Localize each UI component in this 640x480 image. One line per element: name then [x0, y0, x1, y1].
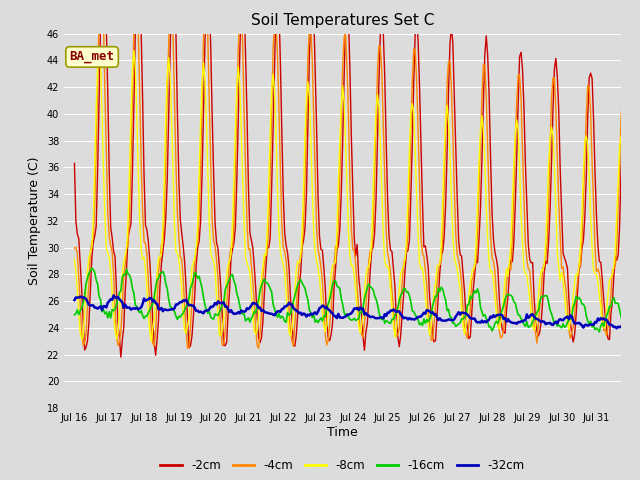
-8cm	[108, 288, 116, 294]
-4cm	[255, 346, 262, 351]
-4cm	[108, 249, 116, 255]
-2cm	[108, 235, 116, 240]
-32cm	[625, 323, 632, 328]
-8cm	[625, 266, 632, 272]
-16cm	[91, 270, 99, 276]
-32cm	[109, 292, 117, 298]
-32cm	[468, 316, 476, 322]
-2cm	[117, 354, 125, 360]
-8cm	[70, 257, 78, 263]
-16cm	[626, 324, 634, 329]
-2cm	[626, 174, 634, 180]
-16cm	[358, 310, 365, 315]
-16cm	[108, 307, 116, 312]
-32cm	[613, 325, 621, 331]
-16cm	[625, 328, 632, 334]
-8cm	[95, 46, 103, 52]
-4cm	[469, 275, 477, 280]
-8cm	[552, 204, 559, 210]
-32cm	[550, 320, 558, 326]
-8cm	[626, 272, 634, 277]
Legend: -2cm, -4cm, -8cm, -16cm, -32cm: -2cm, -4cm, -8cm, -16cm, -32cm	[156, 455, 529, 477]
-16cm	[595, 329, 603, 335]
Text: BA_met: BA_met	[70, 50, 115, 63]
-8cm	[147, 338, 155, 344]
-8cm	[469, 265, 477, 271]
-2cm	[70, 160, 78, 166]
Line: -8cm: -8cm	[74, 49, 630, 341]
-16cm	[468, 296, 476, 301]
-2cm	[552, 56, 559, 61]
-4cm	[626, 244, 634, 250]
-4cm	[359, 335, 367, 340]
-2cm	[625, 122, 632, 128]
X-axis label: Time: Time	[327, 426, 358, 439]
-16cm	[88, 265, 96, 271]
-32cm	[358, 306, 365, 312]
-8cm	[90, 217, 97, 223]
Line: -4cm: -4cm	[74, 0, 630, 348]
Line: -32cm: -32cm	[74, 295, 630, 328]
Line: -2cm: -2cm	[74, 0, 630, 357]
-4cm	[70, 245, 78, 251]
-16cm	[550, 321, 558, 327]
-16cm	[70, 312, 78, 318]
Line: -16cm: -16cm	[74, 268, 630, 332]
-32cm	[107, 296, 115, 302]
-32cm	[626, 322, 634, 327]
-2cm	[469, 288, 477, 293]
Y-axis label: Soil Temperature (C): Soil Temperature (C)	[28, 156, 41, 285]
-4cm	[625, 201, 632, 206]
-32cm	[70, 297, 78, 303]
-8cm	[359, 313, 367, 319]
-2cm	[359, 333, 367, 339]
-2cm	[90, 239, 97, 245]
-4cm	[552, 106, 559, 112]
-4cm	[90, 234, 97, 240]
Title: Soil Temperatures Set C: Soil Temperatures Set C	[251, 13, 434, 28]
-32cm	[90, 302, 97, 308]
